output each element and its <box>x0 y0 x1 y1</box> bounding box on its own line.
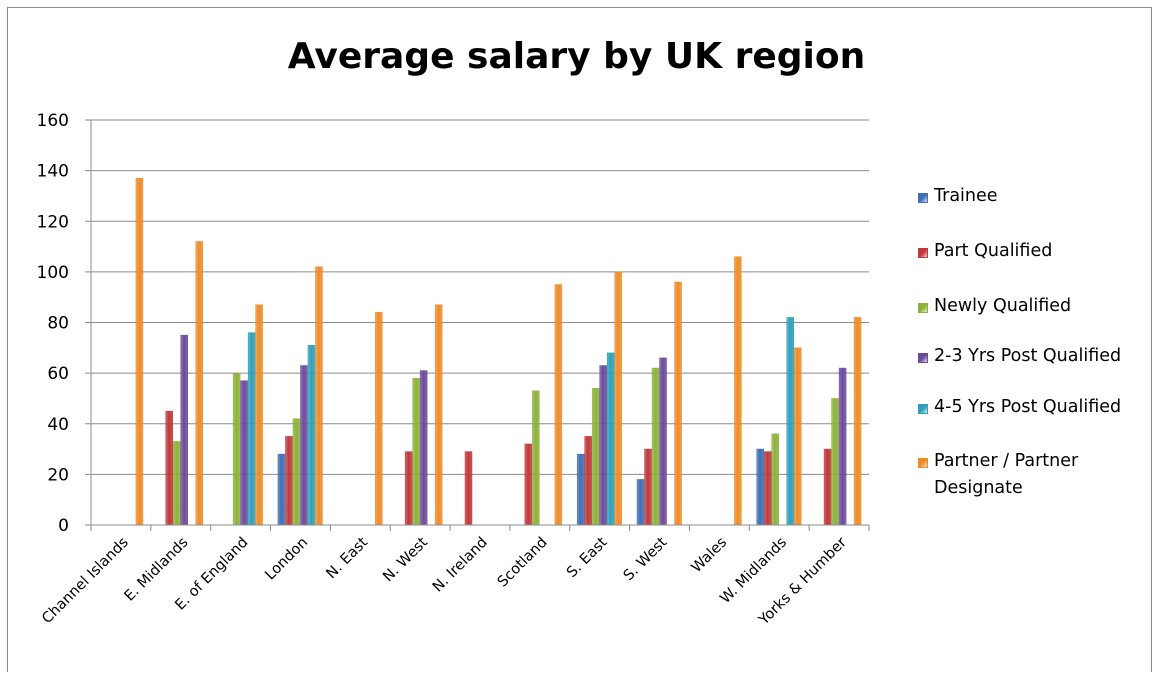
bar-trainee-w-midlands <box>756 448 764 526</box>
bar-4-5-yrs-post-qualified-w-midlands <box>786 317 794 526</box>
x-tick-label: Channel Islands <box>39 535 132 628</box>
x-tick-label: Scotland <box>495 535 551 591</box>
legend-label: Partner / Partner Designate <box>934 451 1079 498</box>
y-tick-label: 80 <box>47 314 69 334</box>
legend-swatch <box>918 353 928 363</box>
x-tick-label: S. East <box>564 534 611 581</box>
x-tick-label: N. West <box>380 534 431 585</box>
bar-2-3-yrs-post-qualified-e-midlands <box>180 334 189 526</box>
bar-newly-qualified-w-midlands <box>771 433 779 526</box>
x-tick-label: N. Ireland <box>430 535 491 596</box>
bar-part-qualified-n-west <box>404 451 413 526</box>
bar-partner-partner-designate-n-east <box>375 312 383 526</box>
legend-item-trainee: Trainee <box>918 186 998 210</box>
y-tick-label: 100 <box>37 263 69 283</box>
bar-part-qualified-yorks-humber <box>823 448 832 526</box>
bar-newly-qualified-e-midlands <box>173 441 181 526</box>
chart-frame <box>7 7 1152 672</box>
bar-newly-qualified-e-of-england <box>232 372 241 526</box>
chart-title: Average salary by UK region <box>287 36 866 77</box>
y-tick-label: 160 <box>37 111 69 131</box>
bar-2-3-yrs-post-qualified-s-east <box>599 365 607 526</box>
legend-label: Trainee <box>934 186 998 206</box>
bar-partner-partner-designate-channel-islands <box>135 177 144 526</box>
bar-partner-partner-designate-wales <box>734 256 742 526</box>
bar-4-5-yrs-post-qualified-e-of-england <box>247 332 256 526</box>
legend-item-partner-partner-designate: Partner / Partner Designate <box>918 451 1084 502</box>
legend-item-2-3-yrs-post-qualified: 2-3 Yrs Post Qualified <box>918 346 1121 370</box>
legend-item-part-qualified: Part Qualified <box>918 241 1052 265</box>
legend-swatch <box>918 458 928 468</box>
y-tick-label: 140 <box>37 162 69 182</box>
bar-newly-qualified-s-west <box>651 367 660 526</box>
x-tick-label: S. West <box>621 534 671 584</box>
bar-partner-partner-designate-yorks-humber <box>853 317 862 526</box>
bar-part-qualified-n-ireland <box>464 451 473 526</box>
y-tick-label: 20 <box>47 465 69 485</box>
bar-2-3-yrs-post-qualified-yorks-humber <box>838 367 847 526</box>
bar-part-qualified-london <box>285 436 293 526</box>
bar-part-qualified-e-midlands <box>165 410 174 526</box>
bar-4-5-yrs-post-qualified-s-east <box>606 352 615 526</box>
bar-partner-partner-designate-e-midlands <box>195 241 204 526</box>
y-tick-label: 40 <box>47 415 69 435</box>
legend-item-4-5-yrs-post-qualified: 4-5 Yrs Post Qualified <box>918 397 1121 421</box>
y-tick-label: 120 <box>37 212 69 232</box>
bar-2-3-yrs-post-qualified-e-of-england <box>240 380 248 526</box>
legend-swatch <box>918 248 928 258</box>
bar-trainee-london <box>277 453 286 526</box>
legend-swatch <box>918 193 928 203</box>
legend-swatch <box>918 404 928 414</box>
bar-partner-partner-designate-london <box>315 266 323 526</box>
bar-newly-qualified-london <box>292 418 301 526</box>
legend-label: 2-3 Yrs Post Qualified <box>934 346 1122 366</box>
bar-partner-partner-designate-e-of-england <box>255 304 263 526</box>
bar-part-qualified-s-east <box>584 436 592 526</box>
bar-partner-partner-designate-scotland <box>554 284 563 526</box>
bar-part-qualified-s-west <box>644 448 652 526</box>
x-tick-label: Wales <box>689 535 731 577</box>
bar-partner-partner-designate-s-west <box>674 281 682 526</box>
bar-trainee-s-west <box>636 479 645 526</box>
bar-newly-qualified-n-west <box>412 377 420 526</box>
bar-part-qualified-scotland <box>524 443 533 526</box>
y-tick-label: 0 <box>58 516 69 536</box>
legend-swatch <box>918 303 928 313</box>
bar-2-3-yrs-post-qualified-london <box>300 365 308 526</box>
bar-newly-qualified-scotland <box>532 390 540 526</box>
legend-label: Part Qualified <box>934 241 1053 261</box>
bar-newly-qualified-yorks-humber <box>831 398 839 526</box>
legend-item-newly-qualified: Newly Qualified <box>918 296 1071 320</box>
bar-trainee-s-east <box>576 453 585 526</box>
bar-4-5-yrs-post-qualified-london <box>307 345 316 526</box>
bar-newly-qualified-s-east <box>591 388 600 526</box>
bar-partner-partner-designate-s-east <box>614 271 622 526</box>
bar-part-qualified-w-midlands <box>763 451 772 526</box>
x-tick-label: N. East <box>324 534 372 582</box>
bar-2-3-yrs-post-qualified-s-west <box>659 357 667 526</box>
x-tick-label: London <box>262 535 311 584</box>
legend-label: 4-5 Yrs Post Qualified <box>934 397 1122 417</box>
bar-partner-partner-designate-n-west <box>434 304 443 526</box>
bar-2-3-yrs-post-qualified-n-west <box>419 370 428 526</box>
y-tick-label: 60 <box>47 364 69 384</box>
legend-label: Newly Qualified <box>934 296 1072 316</box>
bar-partner-partner-designate-w-midlands <box>793 347 802 526</box>
